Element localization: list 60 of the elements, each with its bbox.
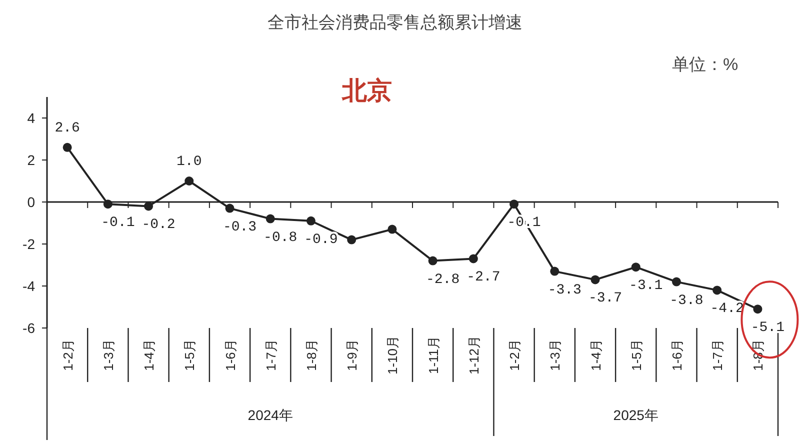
y-tick-label: -6: [22, 320, 36, 336]
data-label: -0.1: [101, 215, 135, 232]
y-tick-label: -4: [22, 278, 36, 294]
x-tick-label: 1-4月: [588, 339, 604, 371]
x-tick-label: 1-5月: [182, 339, 198, 371]
x-tick-label: 1-10月: [385, 335, 400, 375]
data-label: -5.1: [750, 320, 784, 336]
x-tick-label: 1-11月: [426, 336, 441, 374]
x-tick-label: 1-3月: [100, 339, 116, 371]
point: [510, 200, 519, 209]
x-tick-label: 1-7月: [263, 339, 278, 371]
point: [144, 202, 154, 211]
data-label: -3.1: [629, 278, 663, 294]
x-tick-label: 1-8月: [304, 339, 319, 371]
point: [712, 286, 722, 295]
data-label: -3.7: [588, 290, 622, 307]
point: [428, 256, 438, 266]
point: [388, 224, 397, 234]
y-tick-label: 4: [27, 110, 36, 126]
point: [266, 214, 275, 224]
x-tick-label: 1-9月: [344, 339, 360, 371]
point: [672, 277, 681, 286]
point: [306, 216, 316, 226]
chart-subtitle: 北京: [341, 77, 392, 105]
point: [225, 204, 234, 213]
point: [550, 266, 560, 276]
data-label: -0.2: [142, 217, 176, 234]
point: [631, 262, 640, 272]
x-tick-label: 1-12月: [466, 335, 482, 375]
point: [62, 142, 72, 152]
y-tick-label: 0: [27, 194, 36, 210]
data-label: -2.7: [466, 270, 500, 286]
data-label: -3.8: [670, 292, 704, 309]
point: [753, 304, 762, 314]
data-label: 1.0: [176, 154, 202, 170]
y-tick-label: -2: [22, 236, 36, 252]
point: [468, 254, 478, 264]
data-label: -2.8: [426, 272, 460, 288]
text: 单位：%: [672, 55, 738, 74]
data-label: 2.6: [54, 120, 80, 136]
point: [590, 275, 600, 284]
x-tick-label: 1-5月: [628, 339, 644, 371]
data-label: -0.8: [264, 230, 298, 246]
x-tick-label: 1-6月: [669, 339, 684, 371]
x-tick-label: 1-6月: [222, 339, 238, 371]
x-tick-label: 1-3月: [548, 339, 563, 371]
y-tick-label: 2: [27, 152, 36, 168]
data-label: -3.3: [548, 282, 582, 298]
point: [103, 200, 112, 209]
text: 2025年: [613, 407, 658, 423]
x-tick-label: 1-2月: [60, 339, 76, 371]
data-label: -0.9: [304, 232, 338, 248]
x-tick-label: 1-7月: [710, 339, 726, 371]
point: [184, 176, 194, 186]
data-label: -0.3: [222, 219, 257, 236]
x-tick-label: 1-4月: [142, 339, 157, 371]
chart-title: 全市社会消费品零售总额累计增速: [268, 13, 522, 32]
point: [347, 235, 356, 244]
x-tick-label: 1-2月: [507, 339, 522, 371]
text: 2024年: [248, 407, 293, 423]
